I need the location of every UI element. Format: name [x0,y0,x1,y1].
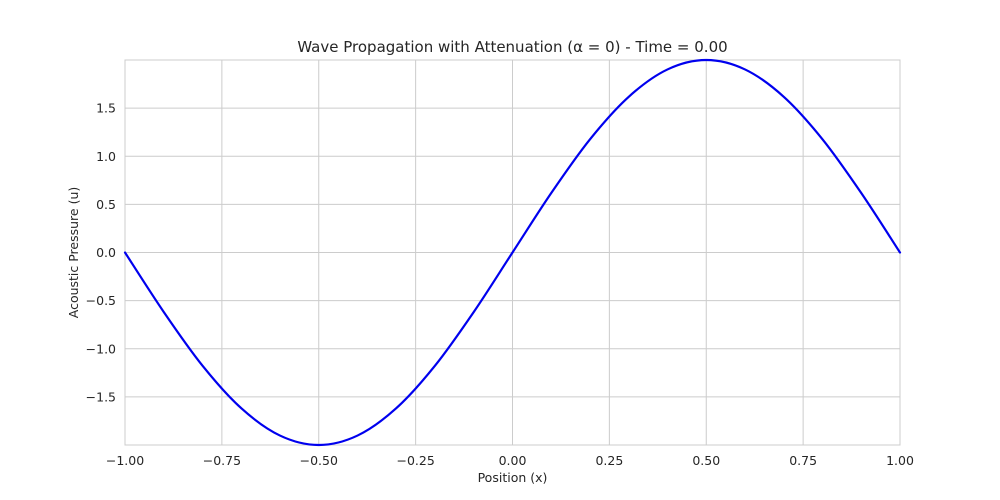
series-group [123,58,902,447]
y-tick-label: −1.0 [86,341,116,356]
y-tick-labels: −1.5 −1.0 −0.5 0.0 0.5 1.0 1.5 [86,101,116,405]
y-axis-label: Acoustic Pressure (u) [66,187,81,319]
x-axis-label: Position (x) [478,470,548,485]
y-tick-label: −1.5 [86,389,116,404]
x-tick-label: 1.00 [886,453,914,468]
x-tick-label: −0.75 [203,453,241,468]
x-tick-label: 0.00 [499,453,527,468]
y-tick-label: 0.0 [96,245,116,260]
series-line [123,58,902,447]
x-tick-label: −1.00 [106,453,144,468]
x-tick-labels: −1.00 −0.75 −0.50 −0.25 0.00 0.25 0.50 0.75 1.00 [106,453,914,468]
y-tick-label: 1.5 [96,101,116,116]
y-tick-label: 0.5 [96,197,116,212]
y-tick-label: −0.5 [86,293,116,308]
chart-title: Wave Propagation with Attenuation (α = 0… [297,38,727,56]
y-tick-label: 1.0 [96,149,116,164]
x-tick-label: −0.50 [300,453,338,468]
x-tick-label: 0.50 [692,453,720,468]
x-tick-label: 0.25 [595,453,623,468]
x-tick-label: 0.75 [789,453,817,468]
x-tick-label: −0.25 [396,453,434,468]
